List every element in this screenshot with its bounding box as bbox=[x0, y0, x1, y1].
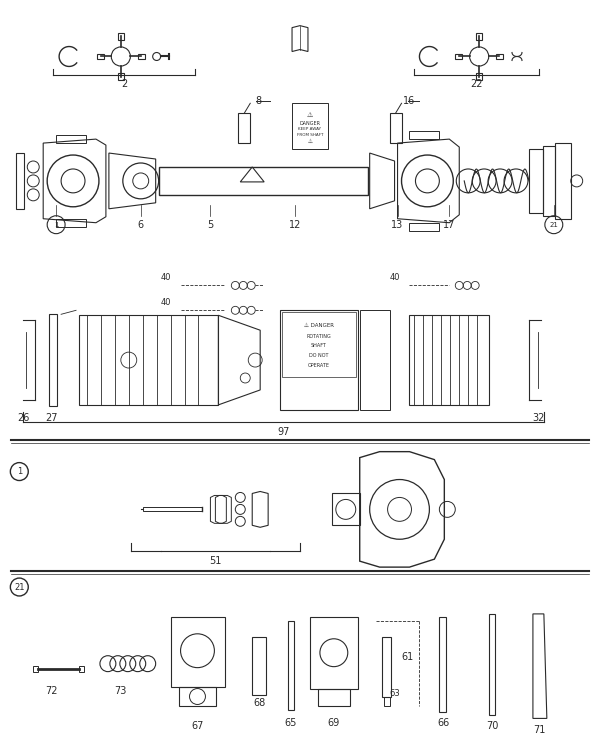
Bar bbox=[49, 314, 57, 406]
Text: 68: 68 bbox=[253, 698, 265, 709]
Text: 16: 16 bbox=[403, 97, 416, 106]
Text: 40: 40 bbox=[389, 273, 400, 282]
Bar bbox=[158, 167, 368, 195]
Bar bbox=[543, 146, 555, 216]
Bar bbox=[409, 315, 489, 405]
Text: 40: 40 bbox=[160, 298, 171, 307]
Text: 65: 65 bbox=[285, 719, 297, 728]
Text: 72: 72 bbox=[45, 685, 58, 695]
Bar bbox=[529, 149, 543, 213]
Bar bbox=[280, 311, 358, 410]
Text: 8: 8 bbox=[255, 97, 261, 106]
Bar bbox=[79, 666, 84, 672]
Text: 97: 97 bbox=[277, 427, 289, 437]
Bar bbox=[332, 493, 360, 526]
Bar bbox=[179, 687, 217, 706]
Bar bbox=[33, 666, 38, 672]
Text: DO NOT: DO NOT bbox=[309, 353, 329, 357]
Text: ⚠: ⚠ bbox=[308, 139, 313, 143]
Bar bbox=[555, 143, 571, 219]
Bar bbox=[382, 637, 391, 697]
Bar bbox=[56, 219, 86, 227]
Text: 26: 26 bbox=[17, 412, 29, 423]
Text: 61: 61 bbox=[401, 651, 413, 662]
Text: 32: 32 bbox=[533, 412, 545, 423]
Text: 73: 73 bbox=[115, 685, 127, 695]
Text: 63: 63 bbox=[389, 689, 400, 698]
Bar bbox=[409, 222, 439, 231]
Bar bbox=[383, 697, 389, 706]
Bar bbox=[489, 614, 495, 716]
Text: 1: 1 bbox=[54, 222, 58, 228]
Text: ⚠ DANGER: ⚠ DANGER bbox=[304, 323, 334, 328]
Text: FROM SHAFT: FROM SHAFT bbox=[297, 133, 323, 137]
Text: 2: 2 bbox=[121, 79, 127, 90]
Text: 21: 21 bbox=[14, 583, 25, 592]
Text: 5: 5 bbox=[207, 219, 214, 230]
Text: 51: 51 bbox=[209, 556, 221, 566]
Bar bbox=[282, 312, 356, 377]
Bar bbox=[170, 617, 226, 687]
Bar bbox=[252, 637, 266, 694]
Bar bbox=[360, 311, 389, 410]
Text: DANGER: DANGER bbox=[299, 121, 320, 126]
Text: 67: 67 bbox=[191, 722, 203, 731]
Text: SHAFT: SHAFT bbox=[311, 342, 327, 348]
Bar bbox=[16, 153, 24, 209]
Bar bbox=[79, 315, 218, 405]
Text: 71: 71 bbox=[533, 725, 545, 735]
Text: 22: 22 bbox=[470, 79, 483, 90]
Text: KEEP AWAY: KEEP AWAY bbox=[298, 127, 322, 131]
Text: 6: 6 bbox=[137, 219, 144, 230]
Bar bbox=[288, 621, 294, 710]
Bar bbox=[143, 507, 202, 511]
Bar bbox=[439, 617, 446, 713]
Text: 27: 27 bbox=[45, 412, 58, 423]
Bar bbox=[56, 135, 86, 143]
Text: 21: 21 bbox=[550, 222, 558, 228]
Bar bbox=[409, 131, 439, 139]
Bar bbox=[292, 103, 328, 149]
Bar bbox=[238, 113, 250, 143]
Text: 17: 17 bbox=[443, 219, 455, 230]
Bar bbox=[318, 688, 350, 706]
Text: OPERATE: OPERATE bbox=[308, 363, 330, 367]
Text: 1: 1 bbox=[17, 467, 22, 476]
Text: 40: 40 bbox=[160, 273, 171, 282]
Text: 13: 13 bbox=[391, 219, 404, 230]
Bar bbox=[310, 617, 358, 688]
Text: ⚠: ⚠ bbox=[307, 112, 313, 118]
Text: 70: 70 bbox=[486, 722, 498, 731]
Bar bbox=[389, 113, 401, 143]
Text: 66: 66 bbox=[437, 719, 449, 728]
Text: 12: 12 bbox=[289, 219, 301, 230]
Text: ROTATING: ROTATING bbox=[307, 334, 331, 339]
Text: 69: 69 bbox=[328, 719, 340, 728]
